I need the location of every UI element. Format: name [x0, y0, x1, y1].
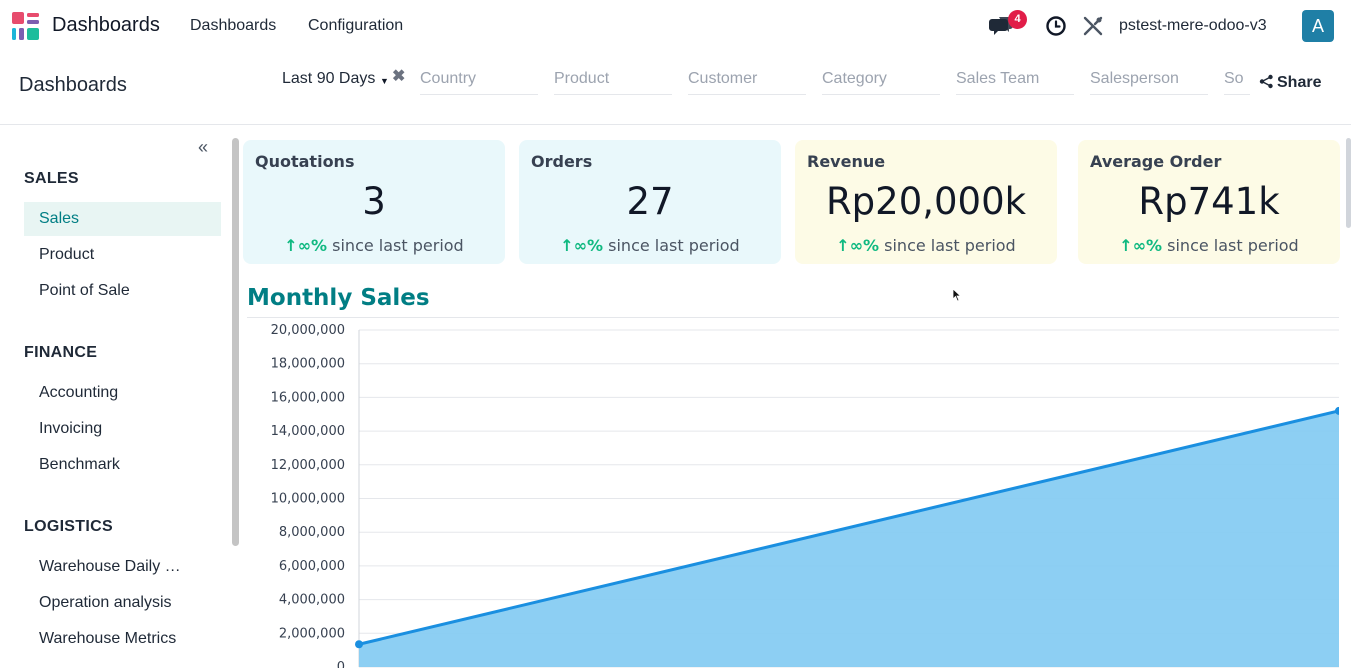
kpi-value: Rp20,000k [825, 180, 1027, 223]
user-avatar[interactable]: A [1302, 10, 1334, 42]
sidebar-section-sales: SALES [24, 170, 79, 187]
chart-title: Monthly Sales [247, 285, 430, 311]
mouse-cursor-icon [952, 288, 962, 302]
filter-salesperson[interactable]: Salesperson [1090, 70, 1208, 95]
filter-country[interactable]: Country [420, 70, 538, 95]
sidebar-item-benchmark[interactable]: Benchmark [24, 448, 221, 482]
kpi-change: ↑∞% since last period [519, 236, 781, 255]
tools-icon[interactable] [1080, 13, 1106, 39]
sidebar-item-sales[interactable]: Sales [24, 202, 221, 236]
series-area [359, 410, 1339, 667]
kpi-card-average-order[interactable]: Average Order Rp741k ↑∞% since last peri… [1078, 140, 1340, 264]
y-tick-label: 4,000,000 [279, 593, 345, 608]
clear-period-icon[interactable]: ✖ [392, 68, 406, 85]
y-tick-label: 0 [337, 660, 345, 668]
sidebar-item-invoicing[interactable]: Invoicing [24, 412, 221, 446]
y-tick-label: 10,000,000 [271, 492, 345, 507]
y-tick-label: 18,000,000 [271, 357, 345, 372]
data-point [355, 640, 363, 649]
sidebar-item-warehouse-metrics[interactable]: Warehouse Metrics [24, 622, 221, 656]
kpi-change: ↑∞% since last period [1078, 236, 1340, 255]
kpi-label: Average Order [1090, 152, 1222, 171]
sidebar-item-warehouse-daily[interactable]: Warehouse Daily … [24, 550, 221, 584]
y-tick-label: 20,000,000 [271, 323, 345, 338]
sidebar-item-label: Warehouse Daily … [39, 558, 181, 575]
kpi-label: Quotations [255, 152, 355, 171]
kpi-change: ↑∞% since last period [243, 236, 505, 255]
y-tick-label: 12,000,000 [271, 458, 345, 473]
change-indicator: ↑∞% [836, 236, 880, 255]
sidebar-item-label: Sales [39, 210, 80, 227]
sidebar-item-operation-analysis[interactable]: Operation analysis [24, 586, 221, 620]
share-icon [1259, 74, 1273, 89]
filter-product[interactable]: Product [554, 70, 672, 95]
control-panel: Dashboards Last 90 Days ▼ ✖ Country Prod… [0, 52, 1351, 125]
filter-category[interactable]: Category [822, 70, 940, 95]
collapse-sidebar-icon[interactable]: « [198, 137, 209, 157]
change-suffix: since last period [332, 236, 464, 255]
kpi-card-revenue[interactable]: Revenue Rp20,000k ↑∞% since last period [795, 140, 1057, 264]
change-suffix: since last period [608, 236, 740, 255]
main-scrollbar[interactable] [1346, 138, 1351, 228]
y-tick-label: 16,000,000 [271, 390, 345, 405]
kpi-card-orders[interactable]: Orders 27 ↑∞% since last period [519, 140, 781, 264]
chart-divider [247, 317, 1339, 318]
change-indicator: ↑∞% [560, 236, 604, 255]
page-title: Dashboards [19, 74, 127, 96]
share-label: Share [1277, 74, 1322, 91]
sidebar-item-accounting[interactable]: Accounting [24, 376, 221, 410]
sidebar-item-label: Invoicing [39, 420, 103, 437]
sidebar-item-label: Accounting [39, 384, 119, 401]
app-logo-icon[interactable] [12, 12, 42, 42]
sidebar: « SALES Sales Product Point of Sale FINA… [0, 125, 232, 668]
share-button[interactable]: Share [1259, 74, 1321, 92]
kpi-label: Revenue [807, 152, 886, 171]
data-point [1335, 406, 1339, 415]
change-indicator: ↑∞% [1119, 236, 1163, 255]
kpi-label: Orders [531, 152, 593, 171]
filter-sales-team[interactable]: Sales Team [956, 70, 1074, 95]
kpi-change: ↑∞% since last period [795, 236, 1057, 255]
sidebar-item-label: Point of Sale [39, 282, 130, 299]
sidebar-scrollbar[interactable] [232, 138, 239, 546]
filter-truncated[interactable]: So [1224, 70, 1250, 95]
sidebar-section-logistics: LOGISTICS [24, 518, 113, 535]
top-navbar: Dashboards Dashboards Configuration 4 ps… [0, 0, 1351, 52]
filter-customer[interactable]: Customer [688, 70, 806, 95]
kpi-value: 3 [362, 180, 386, 223]
menu-dashboards[interactable]: Dashboards [190, 17, 277, 34]
sidebar-item-point-of-sale[interactable]: Point of Sale [24, 274, 221, 308]
y-tick-label: 14,000,000 [271, 424, 345, 439]
clock-icon[interactable] [1043, 13, 1069, 39]
change-suffix: since last period [884, 236, 1016, 255]
y-tick-label: 6,000,000 [279, 559, 345, 574]
kpi-value: 27 [626, 180, 674, 223]
series-line [358, 409, 1339, 646]
database-name[interactable]: pstest-mere-odoo-v3 [1119, 17, 1267, 34]
caret-down-icon[interactable]: ▼ [380, 76, 389, 86]
change-suffix: since last period [1167, 236, 1299, 255]
sidebar-item-product[interactable]: Product [24, 238, 221, 272]
monthly-sales-chart[interactable]: 20,000,000 18,000,000 16,000,000 14,000,000… [247, 318, 1339, 668]
period-filter[interactable]: Last 90 Days [282, 70, 376, 87]
change-indicator: ↑∞% [284, 236, 328, 255]
menu-configuration[interactable]: Configuration [308, 17, 404, 34]
sidebar-section-finance: FINANCE [24, 344, 98, 361]
messages-count-badge: 4 [1008, 10, 1027, 29]
sidebar-item-label: Benchmark [39, 456, 120, 473]
y-tick-label: 2,000,000 [279, 626, 345, 641]
sidebar-item-label: Product [39, 246, 95, 263]
y-tick-label: 8,000,000 [279, 525, 345, 540]
sidebar-item-label: Operation analysis [39, 594, 172, 611]
kpi-card-quotations[interactable]: Quotations 3 ↑∞% since last period [243, 140, 505, 264]
kpi-value: Rp741k [1138, 180, 1280, 223]
app-name[interactable]: Dashboards [52, 14, 160, 36]
sidebar-item-label: Warehouse Metrics [39, 630, 177, 647]
